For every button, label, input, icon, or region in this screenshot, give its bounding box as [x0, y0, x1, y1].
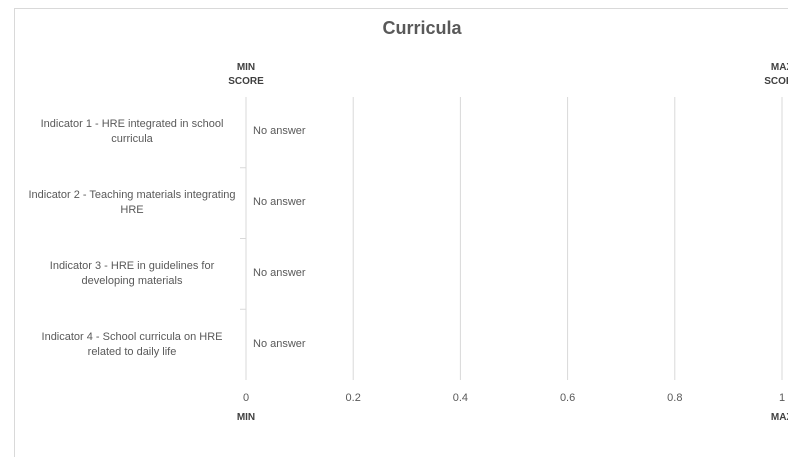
chart-title: Curricula: [382, 18, 462, 38]
min-label: MIN: [236, 412, 256, 423]
value-label: No answer: [253, 266, 306, 279]
x-tick-label: 0.6: [559, 392, 576, 404]
max-label: MAX: [770, 412, 788, 423]
x-tick-label: 1: [778, 392, 786, 404]
x-tick-label: 0: [242, 392, 250, 404]
y-tick-label: Indicator 1 - HRE integrated in school c…: [40, 118, 224, 146]
x-tick-label: 0.2: [345, 392, 361, 404]
y-tick-label: Indicator 3 - HRE in guidelines for deve…: [49, 259, 215, 287]
y-tick-label: Indicator 2 - Teaching materials integra…: [28, 189, 236, 217]
x-tick-label: 0.8: [667, 392, 683, 404]
value-label: No answer: [253, 196, 306, 209]
x-tick-label: 0.4: [452, 392, 469, 404]
max-score-label: MAX SCORE: [764, 62, 788, 87]
min-score-label: MIN SCORE: [228, 62, 264, 87]
value-label: No answer: [253, 125, 306, 138]
value-label: No answer: [253, 337, 306, 350]
chart-frame: [14, 8, 788, 457]
y-tick-label: Indicator 4 - School curricula on HRE re…: [41, 330, 223, 358]
